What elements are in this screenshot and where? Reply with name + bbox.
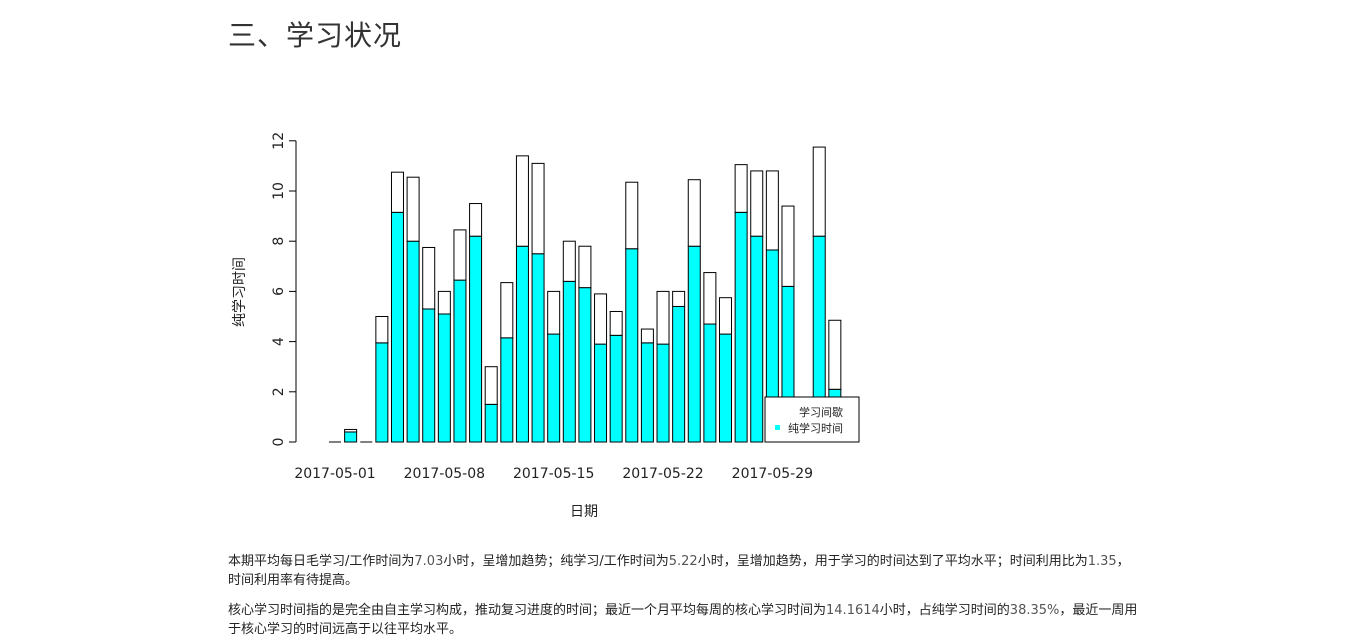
bar-break	[828, 319, 842, 390]
legend-label-break: 学习间歇	[799, 405, 843, 419]
p1-text-a: 本期平均每日毛学习/工作时间为	[228, 554, 415, 569]
legend: 学习间歇 纯学习时间	[764, 396, 860, 443]
p2-core-share: 38.35%	[1009, 603, 1060, 618]
bar-break	[375, 316, 389, 344]
bar-study	[422, 308, 436, 443]
section-heading: 三、学习状况	[228, 19, 403, 52]
x-axis-label: 日期	[570, 504, 598, 520]
p2-text-c: ，最近一周用于核心学习的时间远高于以往平均水平。	[228, 603, 1138, 637]
p1-text-c: 小时，呈增加趋势，用于学习的时间达到了平均水平；时间利用比为	[697, 554, 1088, 569]
bar-break	[672, 290, 686, 307]
bar-study	[687, 245, 701, 443]
bar-study	[719, 333, 732, 443]
p1-text-b: 小时，呈增加趋势；纯学习/工作时间为	[443, 554, 669, 569]
x-tick-label: 2017-05-15	[513, 466, 594, 482]
x-tick-label: 2017-05-08	[404, 466, 485, 482]
bar-break	[531, 162, 545, 255]
bar-break	[562, 240, 576, 282]
bar-break	[703, 272, 717, 325]
summary-paragraph-1: 本期平均每日毛学习/工作时间为7.03小时，呈增加趋势；纯学习/工作时间为5.2…	[228, 552, 1138, 590]
bar-break	[734, 164, 748, 213]
y-tick-label: 4	[271, 337, 287, 346]
p2-text-a: 核心学习时间指的是完全由自主学习构成，推动复习进度的时间；最近一个月平均每周的核…	[228, 603, 827, 618]
legend-box	[764, 396, 860, 443]
y-tick-label: 6	[271, 287, 287, 296]
bar-break	[344, 428, 358, 433]
bar-break	[609, 310, 623, 336]
y-tick-label: 2	[271, 387, 287, 396]
y-tick-label: 0	[271, 438, 287, 447]
bar-study	[562, 280, 576, 443]
y-axis: 0 2 4 6 8 10 12	[271, 132, 297, 447]
legend-swatch-study	[775, 425, 780, 430]
bar-break	[437, 290, 451, 315]
bar-study	[578, 287, 592, 443]
bar-break	[484, 366, 498, 405]
bar-study	[484, 403, 498, 443]
bar-break	[750, 170, 764, 237]
p1-text-d: ，时间利用率有待提高。	[228, 554, 1130, 588]
bar-study	[640, 342, 654, 443]
bar-study	[734, 211, 748, 443]
bars-group	[329, 146, 842, 443]
bar-break	[765, 170, 779, 251]
x-tick-label: 2017-05-22	[622, 466, 703, 482]
y-tick-label: 10	[271, 182, 287, 200]
bar-study	[406, 240, 420, 443]
y-tick-label: 8	[271, 237, 287, 246]
bar-break	[578, 245, 592, 289]
bar-break	[719, 297, 732, 335]
p2-text-b: 小时，占纯学习时间的	[879, 603, 1010, 618]
y-axis-label: 纯学习时间	[232, 257, 248, 327]
bar-study	[547, 333, 561, 443]
bar-study	[500, 337, 514, 443]
bar-study	[703, 323, 717, 443]
bar-study	[672, 305, 686, 443]
bar-study	[344, 431, 358, 443]
bar-study	[625, 248, 639, 443]
bar-study	[656, 343, 670, 443]
bar-break	[406, 176, 420, 242]
study-time-chart: 0 2 4 6 8 10 12 2017-05-01 2017-05-08 2017-05-15…	[232, 132, 860, 520]
bar-study	[375, 342, 389, 443]
y-tick-label: 12	[271, 132, 287, 150]
x-tick-label: 2017-05-01	[294, 466, 375, 482]
bar-break	[453, 229, 467, 281]
bar-break	[594, 293, 608, 345]
p1-net-hours: 5.22	[668, 554, 698, 569]
bar-break	[656, 290, 670, 345]
bar-break	[390, 171, 404, 213]
p1-gross-hours: 7.03	[414, 554, 444, 569]
bar-study	[437, 313, 451, 443]
bar-study	[515, 245, 529, 443]
bar-break	[547, 290, 561, 335]
bar-study	[469, 235, 483, 443]
bar-break	[500, 282, 514, 339]
p2-core-hours: 14.1614	[826, 603, 880, 618]
bar-break	[515, 155, 529, 247]
summary-paragraph-2: 核心学习时间指的是完全由自主学习构成，推动复习进度的时间；最近一个月平均每周的核…	[228, 601, 1138, 639]
bar-study	[453, 279, 467, 443]
p1-ratio: 1.35	[1087, 554, 1117, 569]
bar-break	[422, 246, 436, 310]
bar-study	[594, 343, 608, 443]
bar-study	[390, 211, 404, 443]
bar-break	[812, 146, 826, 237]
bar-break	[625, 181, 639, 250]
legend-label-study: 纯学习时间	[788, 421, 843, 435]
bar-study	[609, 334, 623, 443]
x-tick-label: 2017-05-29	[732, 466, 813, 482]
bar-break	[687, 179, 701, 247]
bar-study	[531, 253, 545, 443]
bar-break	[640, 328, 654, 344]
bar-break	[469, 203, 483, 237]
bar-break	[781, 205, 795, 287]
x-axis: 2017-05-01 2017-05-08 2017-05-15 2017-05-22…	[294, 466, 813, 482]
bar-study	[750, 235, 764, 443]
